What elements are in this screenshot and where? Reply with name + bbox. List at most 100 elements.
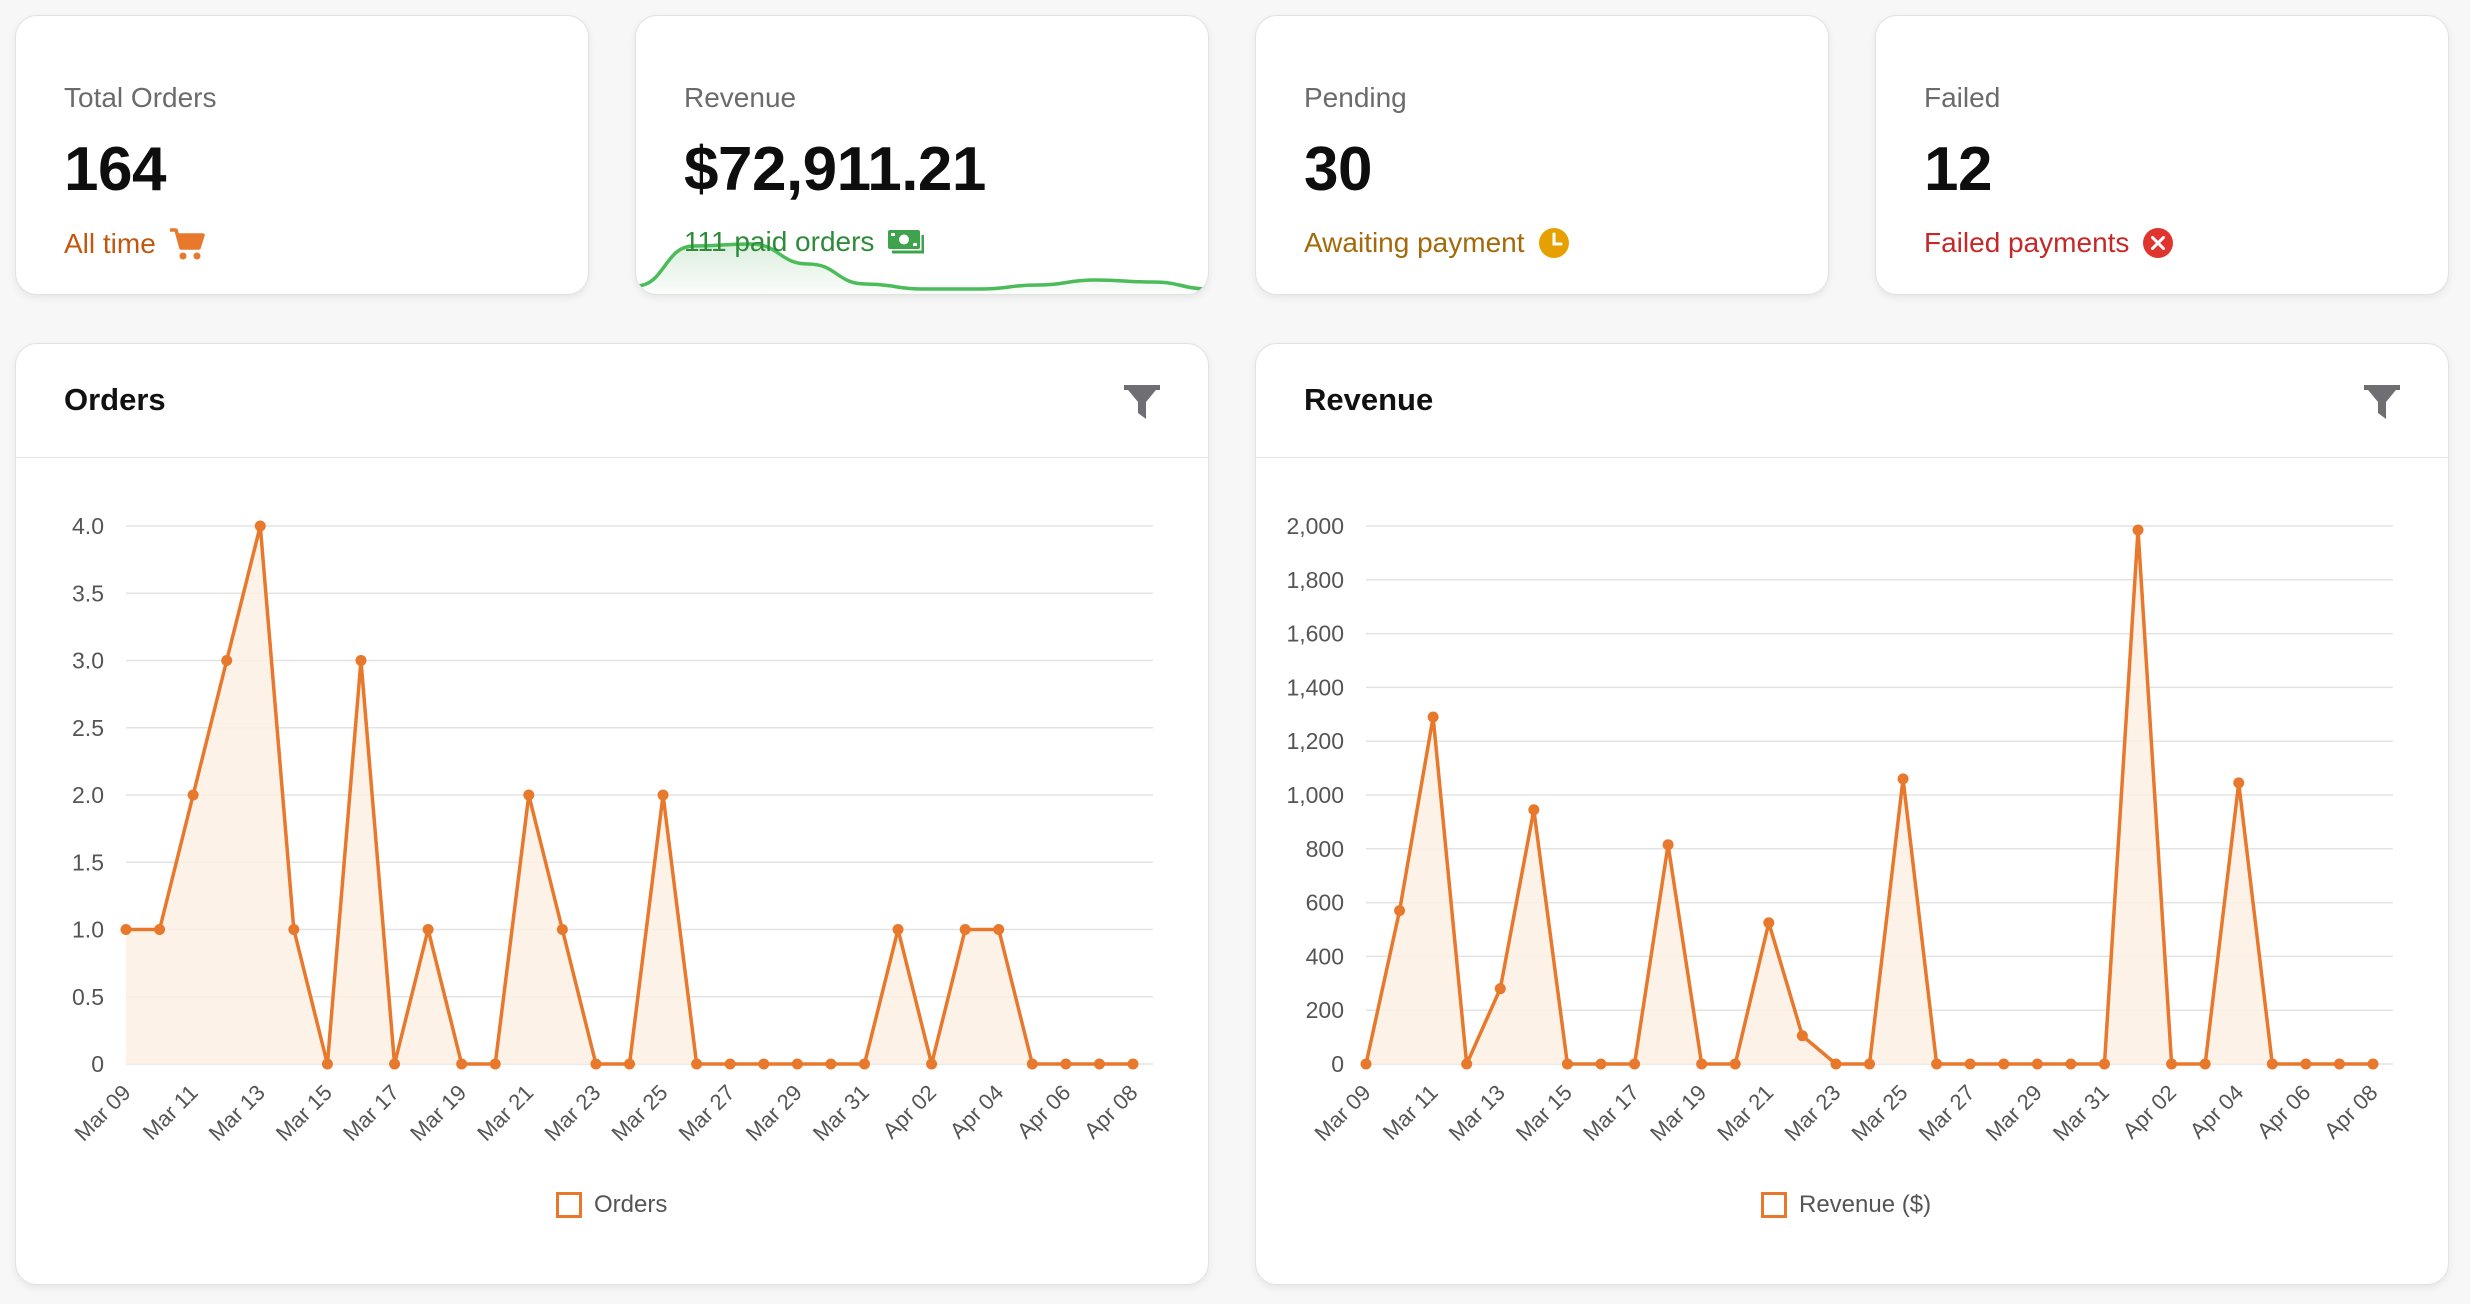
x-tick-label: Apr 08: [1079, 1080, 1143, 1144]
data-point[interactable]: [1796, 1030, 1808, 1042]
data-point[interactable]: [1729, 1058, 1741, 1070]
data-point[interactable]: [422, 924, 434, 935]
data-point[interactable]: [456, 1058, 468, 1070]
data-point[interactable]: [1864, 1058, 1875, 1070]
data-point[interactable]: [959, 924, 971, 935]
y-tick-label: 1,200: [1286, 728, 1344, 754]
data-point[interactable]: [791, 1058, 803, 1070]
data-point[interactable]: [489, 1058, 501, 1070]
data-point[interactable]: [2333, 1058, 2345, 1070]
chart-legend[interactable]: Revenue ($): [1761, 1191, 1931, 1219]
stat-subtitle-text: Failed payments: [1924, 227, 2130, 258]
data-point[interactable]: [1427, 711, 1439, 723]
y-tick-label: 400: [1306, 943, 1344, 969]
cart-icon: [169, 228, 205, 260]
data-point[interactable]: [1964, 1058, 1976, 1070]
x-tick-label: Mar 11: [138, 1080, 203, 1145]
x-tick-label: Apr 06: [2252, 1080, 2316, 1144]
data-point[interactable]: [993, 924, 1005, 935]
data-point[interactable]: [724, 1058, 736, 1070]
chart-legend[interactable]: Orders: [556, 1191, 667, 1219]
data-point[interactable]: [2199, 1058, 2211, 1070]
data-point[interactable]: [221, 655, 233, 666]
data-point[interactable]: [1763, 917, 1775, 929]
stat-card-pending: Pending 30 Awaiting payment: [1255, 15, 1829, 295]
x-tick-label: Mar 23: [1779, 1080, 1845, 1146]
filter-icon[interactable]: [1120, 380, 1164, 424]
stat-label: Failed: [1924, 82, 2001, 113]
stat-subtitle: Failed payments: [1924, 226, 2175, 260]
data-point[interactable]: [154, 924, 166, 935]
data-point[interactable]: [523, 789, 535, 801]
data-point[interactable]: [892, 924, 904, 935]
data-point[interactable]: [1060, 1058, 1072, 1070]
data-point[interactable]: [1093, 1058, 1105, 1070]
data-point[interactable]: [2233, 777, 2245, 789]
y-tick-label: 1.5: [72, 849, 104, 875]
data-point[interactable]: [1528, 804, 1540, 816]
data-point[interactable]: [657, 789, 669, 801]
data-point[interactable]: [590, 1058, 602, 1070]
orders-chart-panel: Orders 0 0.5 1.0 1.5 2.0 2.5 3.0 3.5 4.0 Mar 09 Ma…: [15, 343, 1209, 1285]
data-point[interactable]: [556, 924, 568, 935]
stat-card-revenue: Revenue $72,911.21 111 paid orders: [635, 15, 1209, 295]
y-tick-label: 200: [1306, 997, 1344, 1023]
y-tick-label: 2,000: [1286, 513, 1344, 539]
data-point[interactable]: [2132, 524, 2144, 536]
data-point[interactable]: [321, 1058, 333, 1070]
data-point[interactable]: [1662, 839, 1674, 851]
data-point[interactable]: [691, 1058, 703, 1070]
data-point[interactable]: [1897, 773, 1909, 785]
data-point[interactable]: [758, 1058, 770, 1070]
data-point[interactable]: [1629, 1058, 1641, 1070]
data-point[interactable]: [1595, 1058, 1607, 1070]
data-point[interactable]: [2300, 1058, 2312, 1070]
stat-label: Pending: [1304, 82, 1407, 113]
data-point[interactable]: [120, 924, 132, 935]
y-tick-label: 3.5: [72, 580, 104, 606]
x-tick-label: Apr 02: [878, 1080, 942, 1144]
x-tick-label: Mar 31: [2048, 1080, 2114, 1146]
data-point[interactable]: [2031, 1058, 2043, 1070]
stat-label: Total Orders: [64, 82, 217, 113]
legend-swatch: [556, 1192, 582, 1218]
data-point[interactable]: [624, 1058, 635, 1070]
data-point[interactable]: [2098, 1058, 2110, 1070]
stat-subtitle-text: 111 paid orders: [684, 226, 875, 257]
data-point[interactable]: [825, 1058, 837, 1070]
data-point[interactable]: [1494, 983, 1506, 995]
data-point[interactable]: [1127, 1058, 1139, 1070]
data-point[interactable]: [187, 789, 199, 801]
data-point[interactable]: [254, 520, 266, 532]
data-point[interactable]: [1360, 1058, 1372, 1070]
data-point[interactable]: [1696, 1058, 1708, 1070]
data-point[interactable]: [1026, 1058, 1038, 1070]
data-point[interactable]: [1461, 1058, 1473, 1070]
data-point[interactable]: [2266, 1058, 2278, 1070]
x-tick-label: Mar 21: [1712, 1080, 1778, 1146]
data-point[interactable]: [288, 924, 300, 935]
data-point[interactable]: [1931, 1058, 1943, 1070]
filter-icon[interactable]: [2360, 380, 2404, 424]
data-point[interactable]: [2367, 1058, 2379, 1070]
error-icon: [2143, 228, 2174, 258]
revenue-chart-panel: Revenue 0 200 400 600 800 1,000 1,200 1,400 1,60…: [1255, 343, 2449, 1285]
data-point[interactable]: [2065, 1058, 2077, 1070]
data-point[interactable]: [1998, 1058, 2010, 1070]
data-point[interactable]: [858, 1058, 870, 1070]
x-tick-label: Apr 04: [2185, 1080, 2249, 1144]
data-point[interactable]: [1830, 1058, 1842, 1070]
stat-value: 12: [1924, 135, 1992, 204]
x-tick-label: Mar 13: [1444, 1080, 1510, 1146]
stat-card-total-orders: Total Orders 164 All time: [15, 15, 589, 295]
data-point[interactable]: [389, 1058, 401, 1070]
data-point[interactable]: [926, 1058, 938, 1070]
data-point[interactable]: [355, 655, 367, 666]
data-point[interactable]: [1561, 1058, 1573, 1070]
y-tick-label: 1,800: [1286, 567, 1344, 593]
y-tick-label: 800: [1306, 836, 1344, 862]
data-point[interactable]: [2166, 1058, 2178, 1070]
data-point[interactable]: [1394, 905, 1406, 917]
x-tick-label: Mar 23: [539, 1080, 605, 1146]
